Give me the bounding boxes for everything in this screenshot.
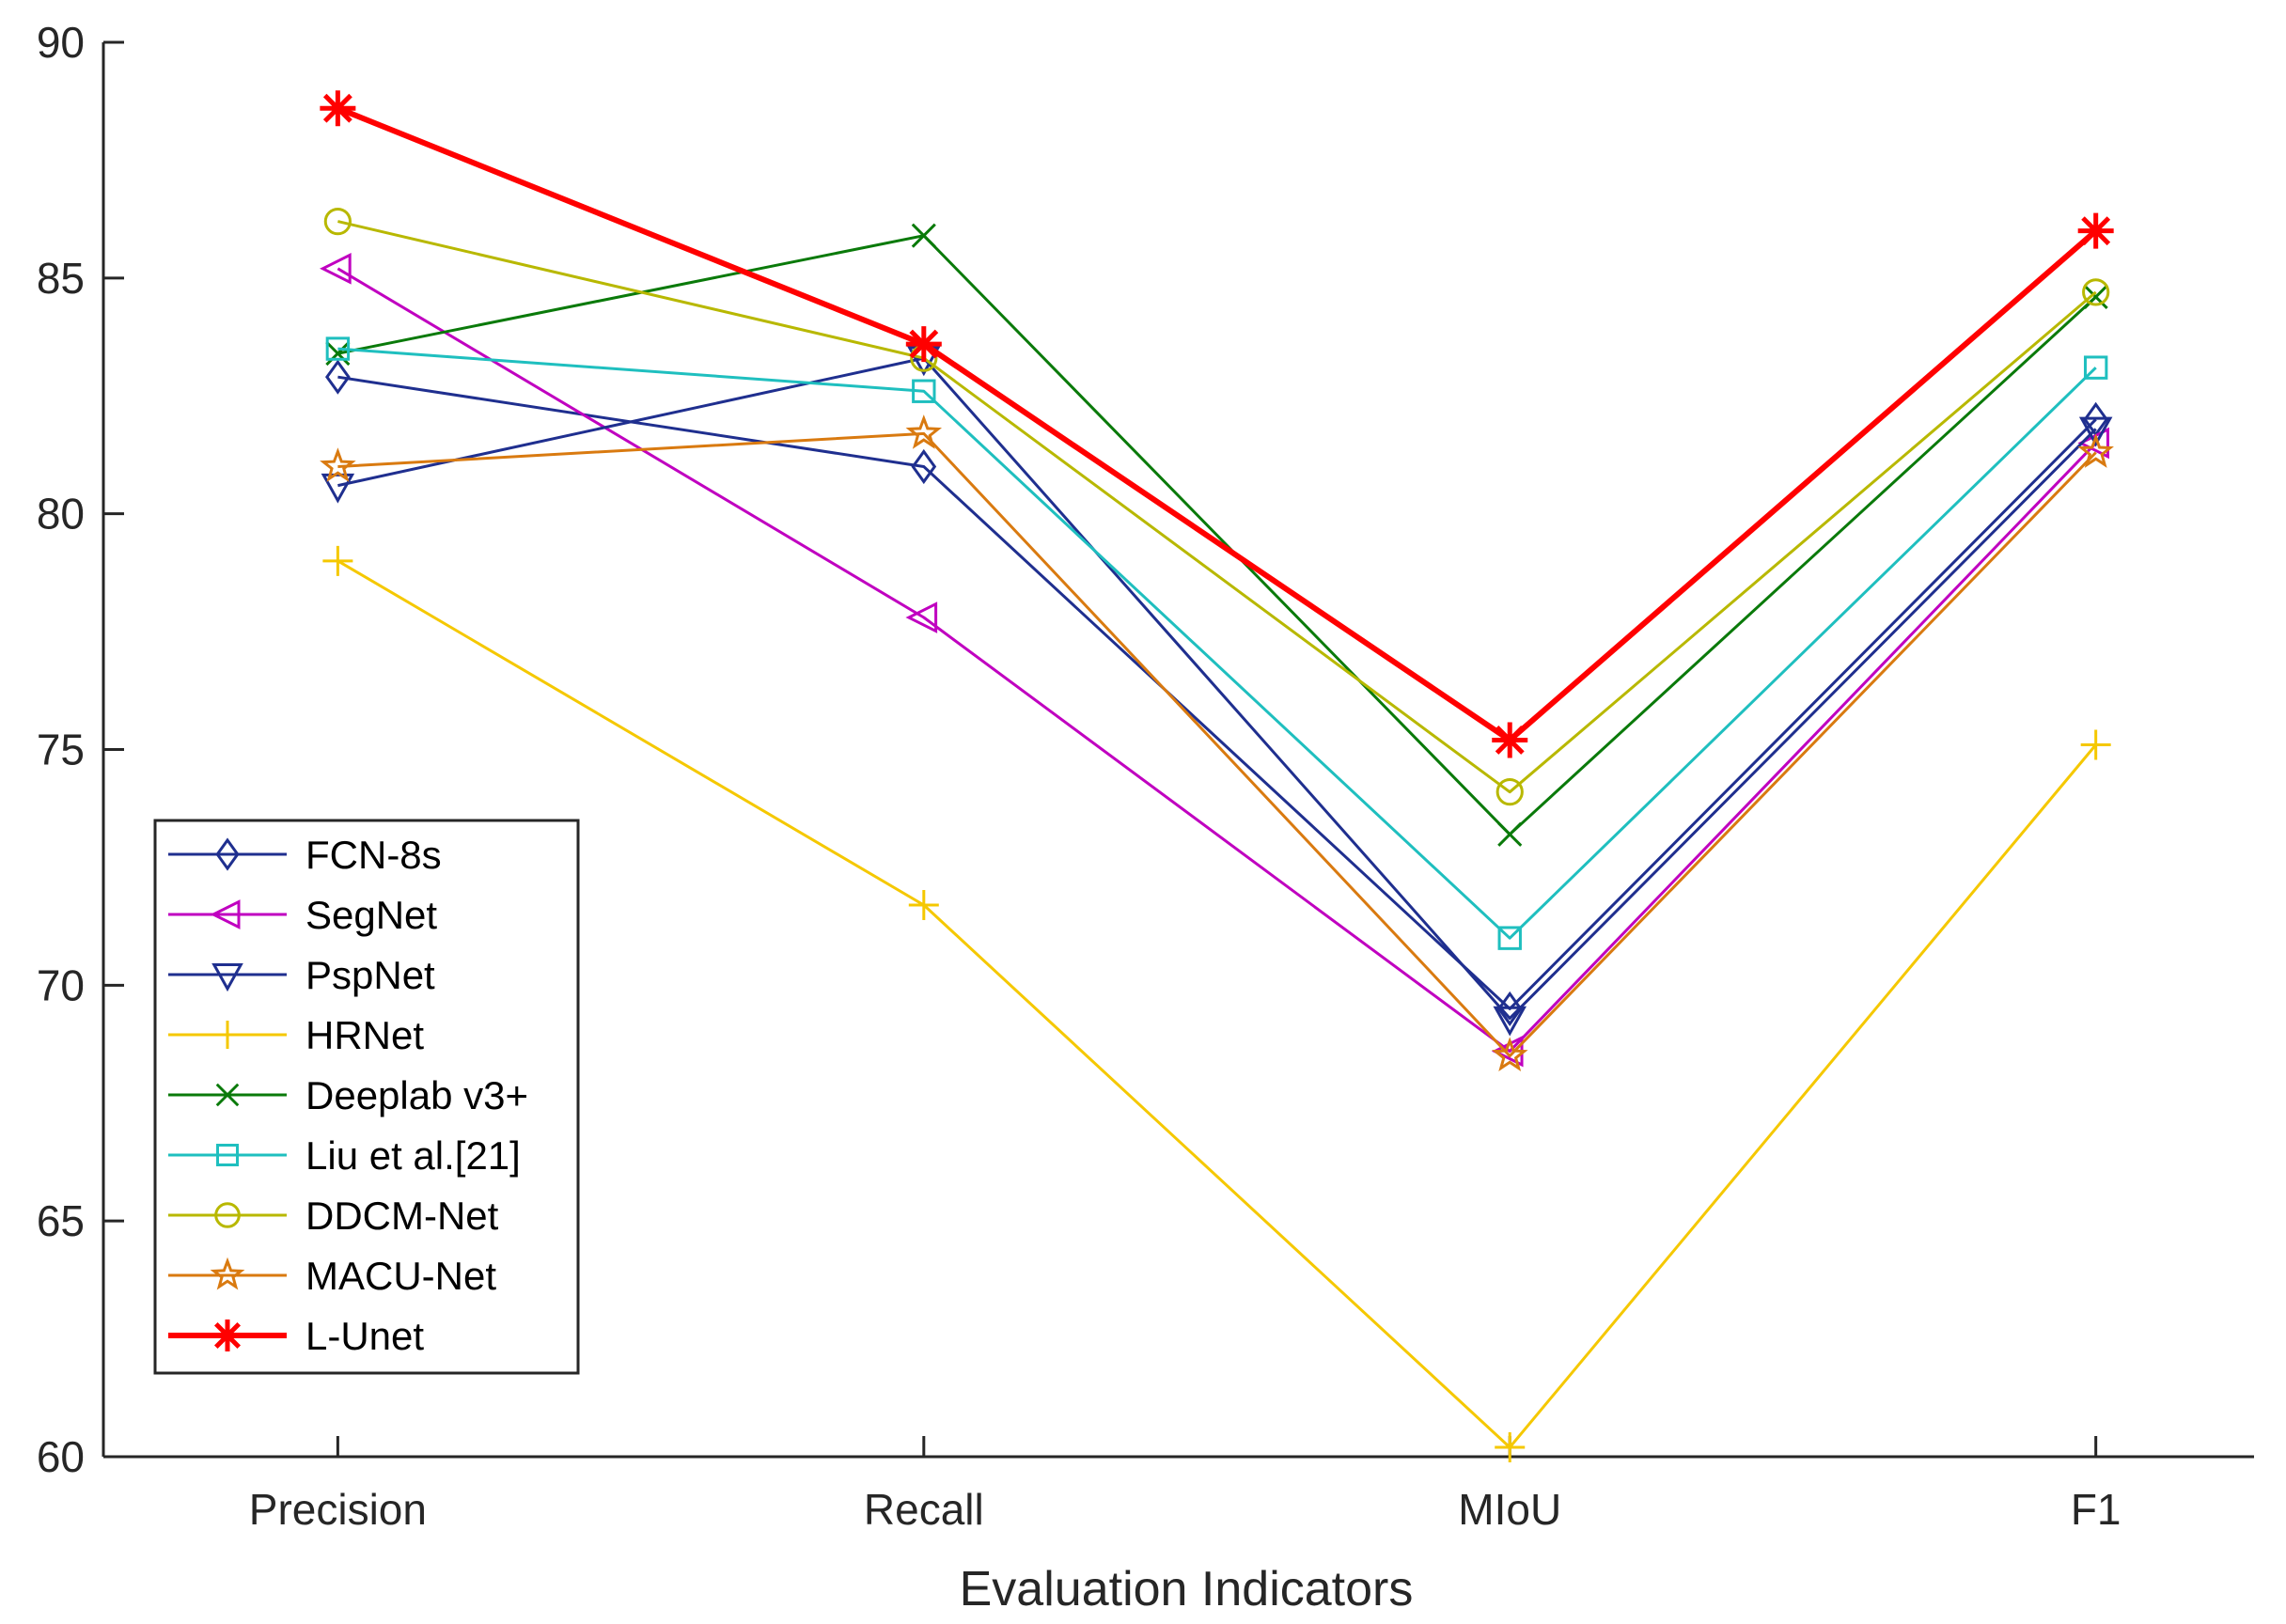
data-point-marker: [215, 837, 240, 871]
axes: 60 65 70 75 80 85 90 Precision Recall MIoU F1: [37, 18, 2254, 1534]
series-line: [337, 105, 2098, 743]
data-point-marker: [2078, 416, 2113, 447]
y-tick-label: 85: [37, 254, 85, 303]
data-point-marker: [2082, 278, 2110, 306]
data-point-marker: [905, 326, 942, 363]
legend-label: FCN-8s: [305, 833, 442, 877]
legend-item: Deeplab v3+: [168, 1073, 528, 1117]
data-point-marker: [210, 899, 241, 929]
data-point-marker: [1496, 991, 1523, 1026]
legend-item: FCN-8s: [168, 833, 442, 877]
series-hrnet: [322, 545, 2111, 1462]
legend-label: SegNet: [305, 893, 437, 937]
series-line: [337, 431, 2097, 1058]
data-point-marker: [216, 1144, 239, 1166]
series-line: [337, 234, 2097, 836]
series-line: [337, 356, 2097, 1020]
series-layer: [320, 90, 2114, 1462]
data-point-marker: [325, 341, 351, 367]
data-point-marker: [320, 447, 356, 482]
x-tick-label: Precision: [249, 1485, 427, 1534]
series-macu-net: [320, 414, 2114, 1071]
data-point-marker: [905, 601, 938, 633]
y-tick-label: 60: [37, 1432, 85, 1481]
x-tick-label: Recall: [864, 1485, 984, 1534]
data-point-marker: [213, 1021, 242, 1049]
data-point-marker: [911, 448, 937, 485]
data-point-marker: [2083, 355, 2108, 380]
legend-item: HRNet: [168, 1013, 424, 1057]
legend: FCN-8s SegNet PspNet HRNet Deeplab v3+ Liu et…: [153, 819, 580, 1375]
data-point-marker: [1497, 926, 1522, 950]
data-point-marker: [325, 336, 351, 361]
data-point-marker: [1492, 722, 1528, 758]
x-axis-title: Evaluation Indicators: [960, 1562, 1414, 1616]
legend-item: PspNet: [168, 953, 435, 997]
legend-label: HRNet: [305, 1013, 424, 1057]
legend-label: Liu et al.[21]: [305, 1133, 521, 1178]
data-point-marker: [211, 1320, 243, 1351]
x-tick-label: MIoU: [1458, 1485, 1561, 1534]
data-point-marker: [1497, 821, 1523, 847]
data-point-marker: [2080, 729, 2111, 760]
series-line: [337, 267, 2097, 1054]
data-point-marker: [325, 359, 351, 395]
series-ddcm-net: [323, 208, 2110, 806]
series-segnet: [320, 252, 2109, 1068]
data-point-marker: [1491, 1037, 1528, 1071]
data-point-marker: [323, 208, 352, 236]
data-point-marker: [215, 1083, 240, 1107]
series-l-unet: [320, 90, 2114, 758]
data-point-marker: [911, 223, 936, 248]
data-point-marker: [912, 379, 936, 403]
data-point-marker: [210, 1257, 245, 1290]
data-point-marker: [2077, 212, 2114, 249]
y-tick-label: 80: [37, 490, 85, 539]
legend-label: Deeplab v3+: [305, 1073, 528, 1117]
series-line: [337, 347, 2097, 940]
data-point-marker: [320, 252, 352, 285]
data-point-marker: [1495, 1431, 1526, 1462]
data-point-marker: [211, 963, 243, 992]
x-tick-label: F1: [2071, 1485, 2122, 1534]
series-line: [337, 559, 2097, 1449]
series-fcn-8s: [325, 359, 2109, 1026]
legend-label: L-Unet: [305, 1314, 424, 1358]
y-tick-label: 65: [37, 1196, 85, 1245]
data-point-marker: [908, 890, 939, 921]
data-point-marker: [1495, 778, 1524, 806]
y-tick-label: 75: [37, 726, 85, 774]
legend-item: Liu et al.[21]: [168, 1133, 521, 1178]
data-point-marker: [321, 473, 355, 504]
y-tick-label: 70: [37, 960, 85, 1009]
data-point-marker: [905, 414, 943, 449]
legend-item: SegNet: [168, 893, 437, 937]
data-point-marker: [2077, 433, 2114, 468]
series-deeplab-v3: [325, 223, 2108, 847]
legend-label: MACU-Net: [305, 1254, 496, 1298]
data-point-marker: [2077, 427, 2109, 460]
series-line: [337, 220, 2097, 794]
data-point-marker: [2083, 284, 2108, 309]
data-point-marker: [1493, 1006, 1527, 1037]
legend-label: PspNet: [305, 953, 435, 997]
data-point-marker: [322, 545, 353, 576]
legend-item: DDCM-Net: [168, 1194, 499, 1238]
data-point-marker: [214, 1202, 241, 1228]
series-liu-et-al-21: [325, 336, 2108, 950]
legend-item: MACU-Net: [168, 1254, 496, 1298]
legend-label: DDCM-Net: [305, 1194, 499, 1238]
legend-item: L-Unet: [168, 1314, 424, 1358]
data-point-marker: [320, 90, 356, 127]
y-tick-label: 90: [37, 18, 85, 67]
